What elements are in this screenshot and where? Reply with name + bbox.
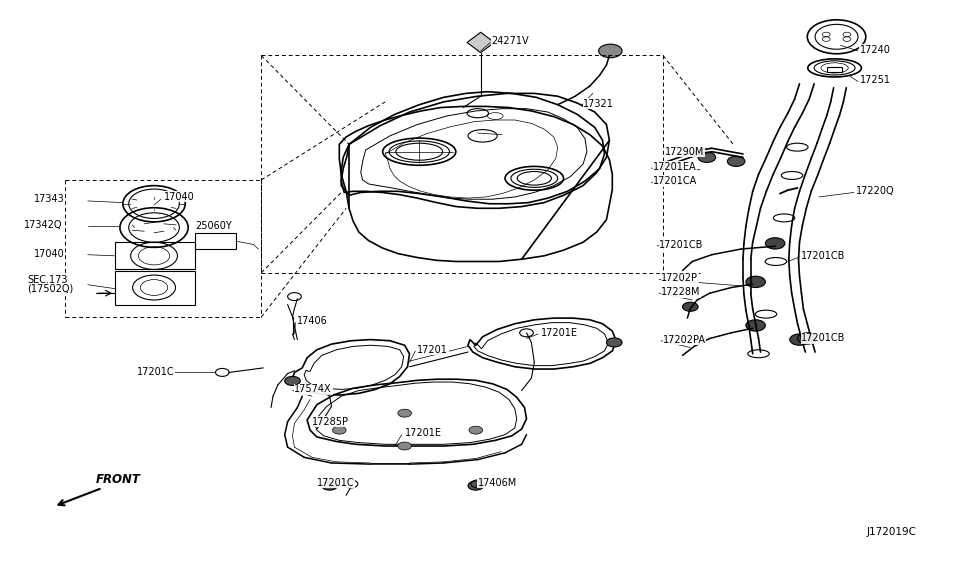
Circle shape	[398, 409, 411, 417]
Polygon shape	[467, 32, 494, 53]
Text: 17321: 17321	[583, 98, 614, 109]
Text: 17251: 17251	[860, 75, 891, 85]
Text: 17201E: 17201E	[541, 328, 578, 338]
Circle shape	[746, 276, 765, 288]
Text: SEC.173: SEC.173	[27, 275, 68, 285]
Circle shape	[606, 338, 622, 347]
Text: 25060Y: 25060Y	[195, 221, 232, 231]
Text: J172019C: J172019C	[867, 527, 916, 537]
Text: 17406: 17406	[297, 316, 329, 327]
Text: 17574X: 17574X	[294, 384, 332, 395]
Text: 17040: 17040	[34, 248, 65, 259]
Text: 17228M: 17228M	[661, 287, 701, 297]
Text: 17290M: 17290M	[665, 147, 704, 157]
Text: 17201CB: 17201CB	[659, 239, 704, 250]
Circle shape	[790, 334, 809, 345]
Circle shape	[682, 302, 698, 311]
Text: 17201C: 17201C	[317, 478, 355, 488]
Text: 17201: 17201	[417, 345, 449, 355]
Text: 17040: 17040	[164, 192, 195, 202]
Text: 17201CB: 17201CB	[801, 333, 846, 344]
Circle shape	[698, 152, 716, 162]
Text: 17201C: 17201C	[136, 367, 175, 378]
Circle shape	[332, 426, 346, 434]
Bar	[115, 271, 195, 305]
Text: 17202P: 17202P	[661, 273, 698, 284]
Circle shape	[469, 426, 483, 434]
Circle shape	[398, 442, 411, 450]
Text: 17240: 17240	[860, 45, 891, 55]
Circle shape	[798, 333, 817, 344]
Text: (17502Q): (17502Q)	[27, 284, 73, 294]
Bar	[115, 242, 195, 269]
Circle shape	[285, 376, 300, 385]
Text: 17342Q: 17342Q	[24, 220, 62, 230]
Circle shape	[468, 481, 484, 490]
Circle shape	[727, 156, 745, 166]
Text: 17202PA: 17202PA	[663, 335, 706, 345]
Text: 17220Q: 17220Q	[856, 186, 895, 196]
Bar	[195, 233, 236, 249]
Circle shape	[765, 238, 785, 249]
Circle shape	[599, 44, 622, 58]
Text: 17201CB: 17201CB	[801, 251, 846, 261]
Text: 17201E: 17201E	[405, 428, 442, 438]
Text: 17201EA: 17201EA	[653, 162, 697, 172]
Circle shape	[746, 320, 765, 331]
Text: 24271V: 24271V	[491, 36, 529, 46]
Text: 17406M: 17406M	[478, 478, 517, 488]
Text: FRONT: FRONT	[96, 474, 140, 486]
Bar	[827, 67, 842, 72]
Text: 17343: 17343	[34, 194, 65, 204]
Text: 17285P: 17285P	[312, 417, 349, 427]
Circle shape	[322, 481, 337, 490]
Text: 17201CA: 17201CA	[653, 176, 697, 186]
